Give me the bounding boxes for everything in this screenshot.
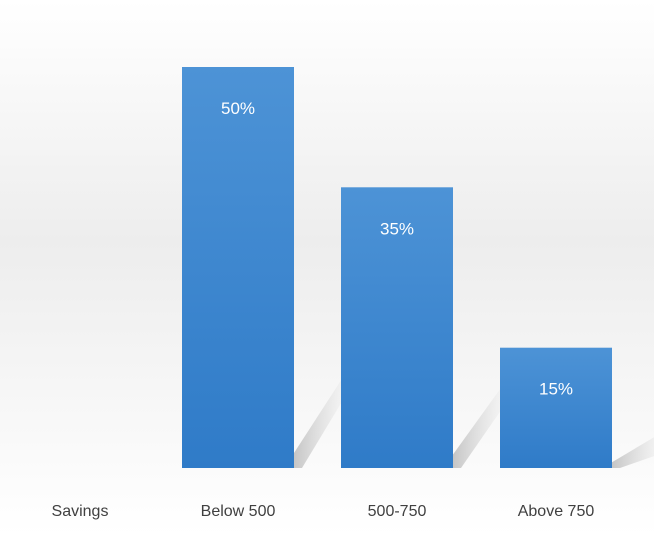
category-label: Above 750 — [518, 503, 595, 520]
category-label: Below 500 — [201, 503, 276, 520]
category-labels: Savings Below 500 500-750 Above 750 — [52, 503, 595, 520]
bar-shadows — [294, 368, 654, 468]
bar-shadow — [294, 368, 349, 468]
bar — [500, 347, 612, 468]
bar — [341, 187, 453, 469]
category-label: 500-750 — [368, 503, 427, 520]
bar-shadow — [453, 378, 508, 468]
category-label: Savings — [52, 503, 109, 520]
bar — [182, 67, 294, 468]
bars — [182, 67, 612, 469]
bar-value-label: 35% — [380, 219, 414, 238]
bar-value-label: 15% — [539, 380, 573, 399]
data-labels: 50% 35% 15% — [221, 99, 573, 399]
bar-value-label: 50% — [221, 99, 255, 118]
bar-shadow — [612, 437, 654, 468]
